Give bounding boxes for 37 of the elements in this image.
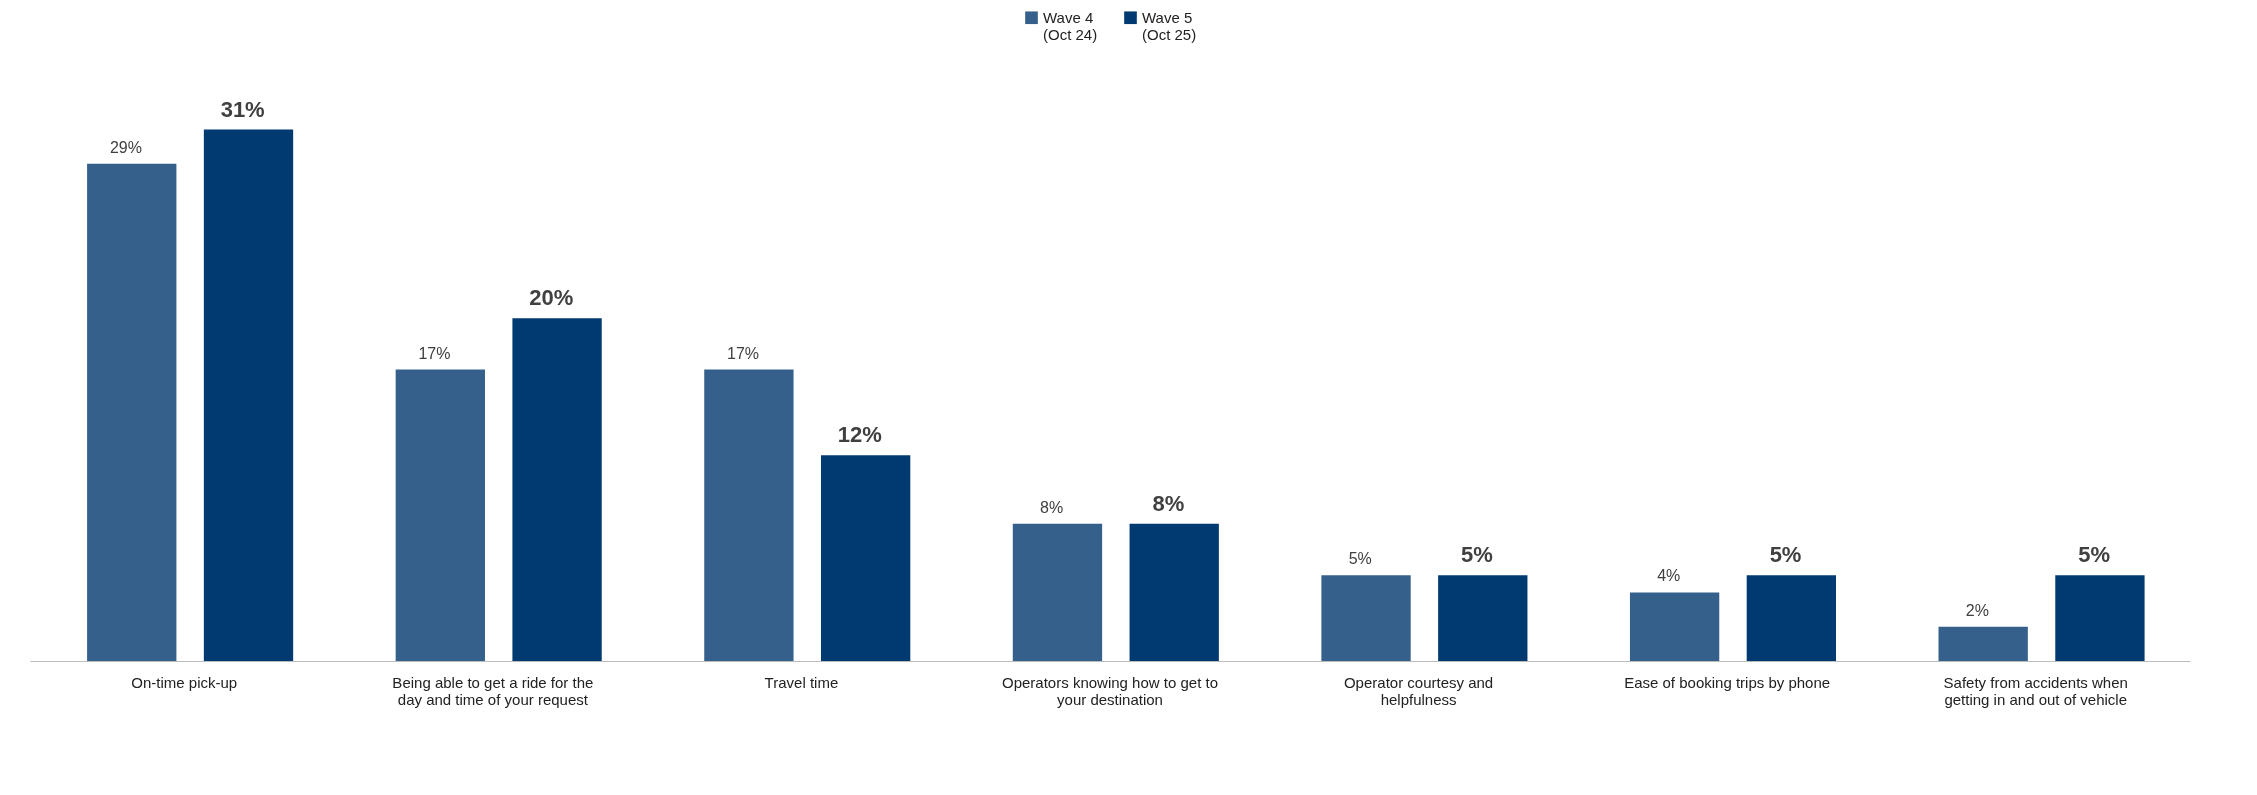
bar (512, 318, 602, 661)
legend-label: Wave 5 (Oct 25) (1142, 8, 1197, 43)
data-label: 29% (109, 138, 142, 156)
bar (1012, 523, 1103, 661)
data-label: 12% (837, 422, 882, 448)
data-label: 20% (529, 285, 574, 311)
bar (704, 369, 794, 661)
data-label: 2% (1965, 601, 1989, 619)
data-label: 5% (1348, 550, 1372, 568)
x-tick-label: On-time pick-up (131, 673, 238, 691)
x-tick-label: Operators knowing how to get to your destination (1002, 673, 1218, 708)
bar (1438, 575, 1528, 661)
data-label: 8% (1152, 490, 1185, 516)
x-tick-label: Being able to get a ride for the day and time of your request (392, 673, 594, 708)
data-label: 5% (1769, 542, 1802, 568)
x-tick-label: Ease of booking trips by phone (1624, 673, 1831, 691)
bar (395, 369, 485, 661)
x-tick-label: Operator courtesy and helpfulness (1343, 673, 1494, 708)
legend-label: Wave 4 (Oct 24) (1043, 8, 1098, 43)
bar (1746, 575, 1837, 661)
bar (1629, 592, 1720, 661)
data-label: 8% (1040, 498, 1064, 516)
x-tick-label: Travel time (764, 673, 839, 691)
bar (1321, 575, 1411, 661)
data-label: 17% (727, 344, 760, 362)
data-label: 5% (1461, 542, 1493, 568)
data-label: 5% (2078, 542, 2110, 568)
bar (820, 455, 911, 661)
bar (1129, 523, 1219, 661)
data-label: 31% (220, 96, 265, 122)
data-label: 4% (1657, 567, 1681, 585)
data-label: 17% (418, 344, 451, 362)
x-tick-label: Safety from accidents when getting in and out of vehicle (1943, 673, 2128, 708)
bar (203, 129, 294, 661)
bar (2055, 575, 2145, 661)
bar (1938, 626, 2028, 661)
bar (87, 163, 177, 661)
